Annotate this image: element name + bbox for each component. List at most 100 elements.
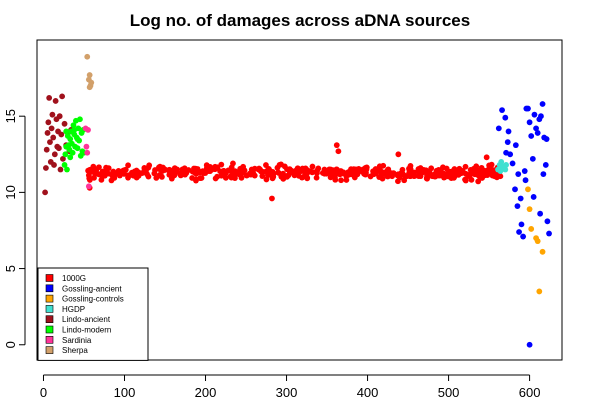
data-point [88, 79, 95, 86]
data-point [382, 171, 389, 177]
data-point [46, 95, 53, 101]
data-point [447, 168, 454, 175]
legend-swatch [45, 305, 54, 313]
data-point [276, 161, 283, 168]
data-point [298, 168, 305, 175]
data-point [370, 168, 376, 175]
data-point [380, 162, 387, 169]
plot-frame [36, 39, 563, 361]
y-axis: 0 5 10 15 [3, 109, 26, 348]
data-point [533, 125, 539, 132]
data-point [482, 172, 489, 179]
data-point [212, 163, 219, 170]
data-point [543, 136, 550, 142]
data-point [539, 101, 546, 107]
data-point [111, 175, 118, 181]
data-point [516, 229, 522, 235]
data-point [514, 203, 521, 210]
data-point [477, 170, 484, 177]
data-point [517, 195, 524, 202]
data-point [228, 164, 235, 171]
data-point [269, 169, 276, 175]
data-point [313, 174, 320, 181]
data-point [330, 167, 336, 173]
data-point [48, 125, 55, 132]
data-point [141, 167, 148, 174]
data-point [251, 172, 258, 179]
data-point [462, 163, 469, 170]
data-point [257, 166, 263, 173]
legend-label: Gossling-ancient [62, 284, 122, 293]
data-point [51, 162, 57, 168]
data-point [220, 169, 226, 176]
y-tick-label: 15 [3, 109, 18, 123]
data-point [333, 142, 340, 149]
data-point [243, 172, 250, 179]
data-point [462, 176, 468, 183]
data-point [61, 120, 68, 127]
data-point [475, 178, 482, 185]
legend-swatch [45, 284, 54, 293]
data-point [74, 145, 81, 152]
data-point [512, 142, 519, 149]
data-point [470, 169, 477, 175]
data-point [67, 154, 74, 161]
data-point [70, 122, 77, 129]
legend-label: Gossling-controls [62, 295, 124, 304]
data-point [327, 174, 334, 181]
data-point [525, 105, 531, 112]
data-point [435, 170, 441, 176]
data-point [520, 233, 527, 240]
data-point [85, 126, 91, 133]
data-point [337, 168, 344, 175]
data-point [525, 186, 531, 193]
data-point [204, 168, 211, 175]
data-point [542, 162, 549, 168]
data-point [459, 168, 466, 174]
data-point [47, 139, 53, 146]
data-point [342, 171, 349, 178]
data-point [335, 148, 342, 155]
data-point [440, 164, 446, 171]
data-point [499, 107, 505, 113]
data-point [321, 166, 328, 173]
data-point [171, 172, 178, 179]
data-point [407, 163, 414, 169]
data-points [42, 53, 552, 348]
x-tick-label: 0 [40, 385, 47, 400]
data-point [56, 113, 63, 120]
data-point [388, 170, 395, 177]
data-point [526, 341, 533, 348]
data-point [177, 172, 184, 179]
data-point [151, 170, 158, 177]
data-point [534, 238, 541, 245]
legend-label: Lindo-modern [62, 326, 111, 335]
data-point [275, 170, 282, 176]
data-point [526, 206, 533, 213]
legend-label: 1000G [62, 274, 86, 283]
legend-swatch [45, 315, 54, 324]
data-point [454, 168, 461, 175]
data-point [483, 154, 490, 161]
data-point [74, 136, 81, 142]
data-point [60, 155, 66, 162]
data-point [135, 172, 142, 179]
data-point [86, 84, 93, 91]
legend-label: Sherpa [62, 346, 88, 355]
data-point [415, 168, 422, 175]
data-point [497, 168, 504, 174]
data-point [85, 183, 92, 190]
legend-label: Lindo-ancient [62, 315, 111, 324]
data-point [83, 143, 90, 150]
data-point [526, 119, 533, 126]
data-point [50, 134, 57, 141]
data-point [49, 111, 56, 118]
chart-title: Log no. of damages across aDNA sources [130, 11, 470, 30]
data-point [198, 175, 205, 181]
data-point [64, 166, 70, 173]
x-tick-label: 400 [357, 385, 379, 400]
data-point [125, 162, 131, 169]
data-point [546, 230, 552, 237]
data-point [62, 151, 69, 158]
data-point [129, 169, 135, 176]
